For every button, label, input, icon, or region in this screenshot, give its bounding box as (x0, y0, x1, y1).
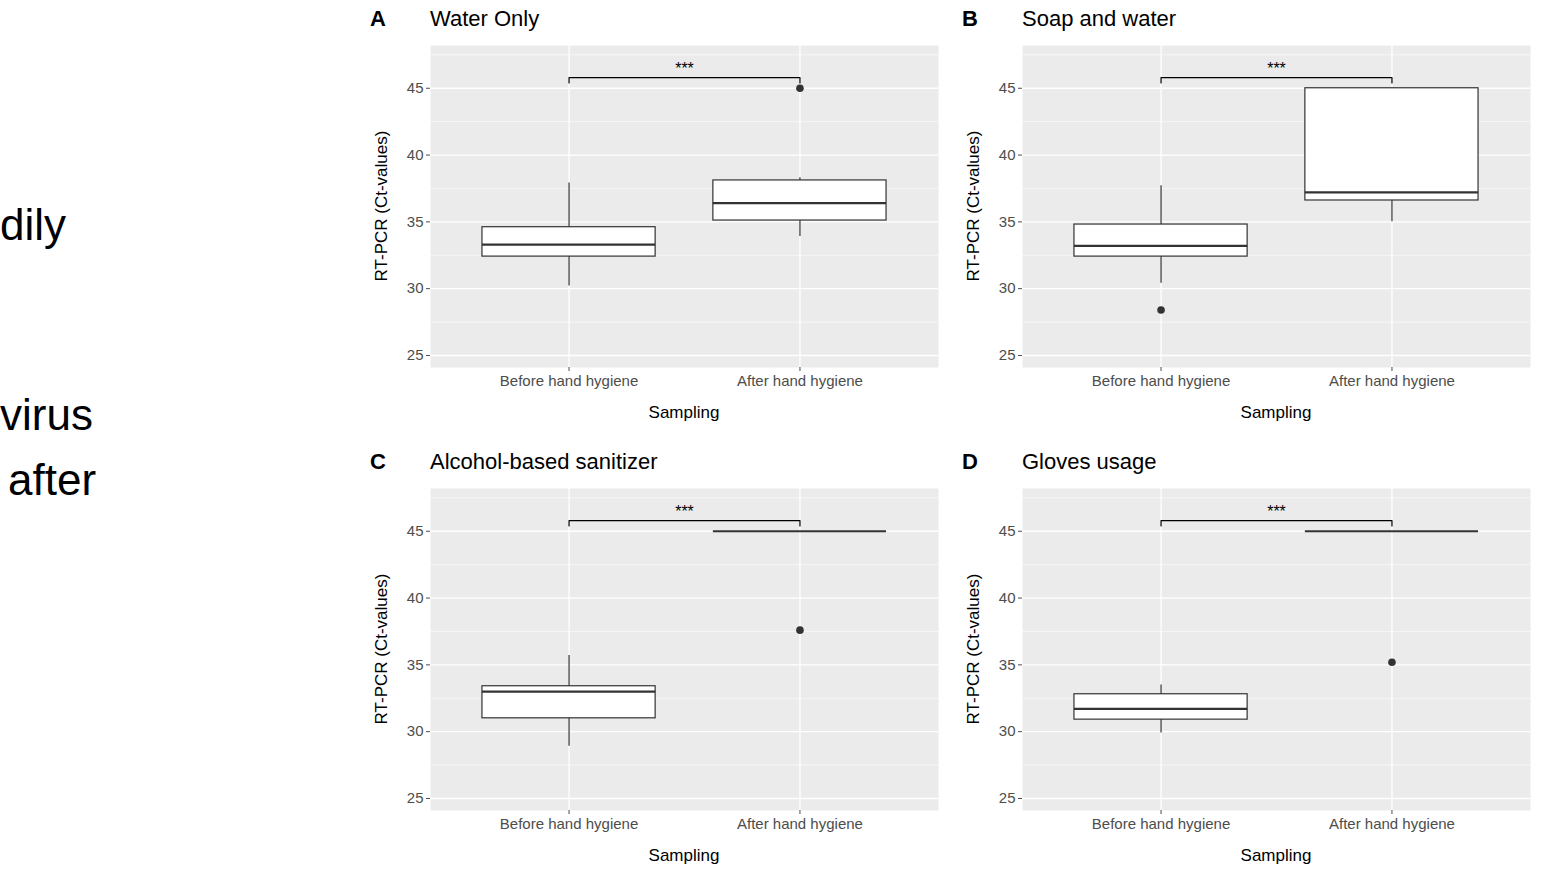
svg-text:35: 35 (999, 213, 1016, 230)
svg-text:40: 40 (407, 146, 424, 163)
html-text:Alcohol-based sanitizer: Alcohol-based sanitizer (430, 449, 658, 474)
svg-text:25: 25 (999, 346, 1016, 363)
html-text:Sampling: Sampling (1240, 846, 1312, 865)
svg-text:After hand hygiene: After hand hygiene (1329, 372, 1455, 389)
svg-text:45: 45 (999, 79, 1016, 96)
svg-text:40: 40 (407, 589, 424, 606)
svg-text:Before hand hygiene: Before hand hygiene (500, 815, 638, 832)
svg-text:25: 25 (407, 789, 424, 806)
svg-text:***: *** (675, 503, 694, 520)
html-text:Soap and water: Soap and water (1022, 6, 1177, 31)
svg-text:***: *** (1267, 60, 1286, 77)
html-text:Water Only: Water Only (430, 6, 540, 31)
svg-text:35: 35 (407, 213, 424, 230)
svg-text:30: 30 (407, 722, 424, 739)
html-text:virus: virus (0, 390, 93, 439)
html-text:dily: dily (0, 200, 66, 249)
html-text:Sampling: Sampling (1240, 403, 1312, 422)
svg-text:35: 35 (999, 656, 1016, 673)
svg-text:25: 25 (407, 346, 424, 363)
svg-text:After hand hygiene: After hand hygiene (737, 815, 863, 832)
html-text:Sampling: Sampling (648, 403, 720, 422)
svg-text:Before hand hygiene: Before hand hygiene (1092, 815, 1230, 832)
html-text:D: D (962, 449, 978, 474)
svg-text:35: 35 (407, 656, 424, 673)
svg-text:Before hand hygiene: Before hand hygiene (1092, 372, 1230, 389)
html-text:after: after (8, 455, 96, 504)
svg-text:45: 45 (407, 522, 424, 539)
svg-text:25: 25 (999, 789, 1016, 806)
svg-text:40: 40 (999, 589, 1016, 606)
html-text:RT-PCR (Ct-values): RT-PCR (Ct-values) (372, 130, 391, 282)
html-text:A: A (370, 6, 386, 31)
svg-text:After hand hygiene: After hand hygiene (737, 372, 863, 389)
svg-text:30: 30 (999, 722, 1016, 739)
html-text:Sampling: Sampling (648, 846, 720, 865)
html-text:Gloves usage: Gloves usage (1022, 449, 1157, 474)
svg-text:40: 40 (999, 146, 1016, 163)
svg-text:30: 30 (999, 279, 1016, 296)
html-text:RT-PCR (Ct-values): RT-PCR (Ct-values) (964, 130, 983, 282)
svg-text:30: 30 (407, 279, 424, 296)
html-text:B: B (962, 6, 978, 31)
html-text:C: C (370, 449, 386, 474)
svg-text:45: 45 (407, 79, 424, 96)
svg-text:***: *** (675, 60, 694, 77)
svg-text:45: 45 (999, 522, 1016, 539)
html-text:RT-PCR (Ct-values): RT-PCR (Ct-values) (964, 573, 983, 725)
svg-text:After hand hygiene: After hand hygiene (1329, 815, 1455, 832)
svg-text:***: *** (1267, 503, 1286, 520)
svg-text:Before hand hygiene: Before hand hygiene (500, 372, 638, 389)
html-text:RT-PCR (Ct-values): RT-PCR (Ct-values) (372, 573, 391, 725)
